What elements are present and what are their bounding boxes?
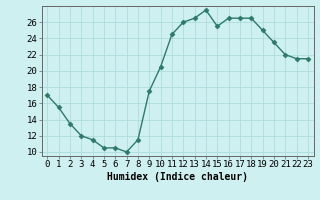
X-axis label: Humidex (Indice chaleur): Humidex (Indice chaleur) xyxy=(107,172,248,182)
